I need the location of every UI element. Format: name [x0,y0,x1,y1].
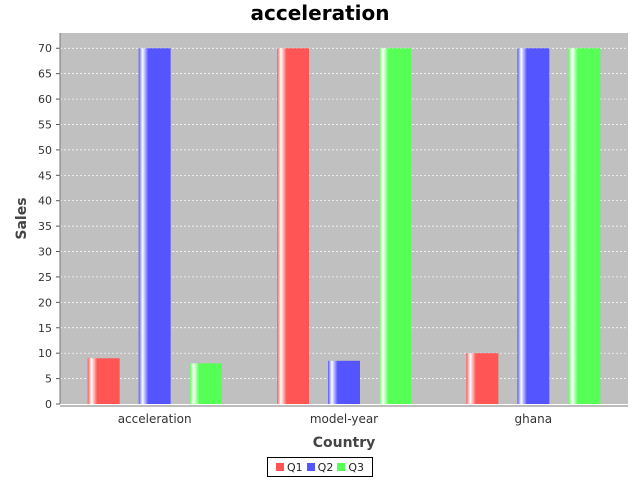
y-tick-label: 40 [38,195,52,208]
y-tick-label: 25 [38,271,52,284]
bar-q3 [568,48,601,404]
bar-q2 [138,48,171,404]
y-tick-label: 15 [38,322,52,335]
legend-label: Q2 [317,460,334,474]
bar-q3 [379,48,411,404]
y-tick-label: 20 [38,296,52,309]
bar-q2 [517,48,550,404]
bar-q1 [87,358,120,404]
y-tick-label: 0 [45,398,52,411]
x-tick-label: acceleration [118,412,192,426]
y-tick-label: 50 [38,144,52,157]
bar-q1 [466,353,499,404]
legend-item-q2: Q2 [306,460,334,474]
y-tick-label: 30 [38,246,52,259]
legend-label: Q3 [348,460,364,474]
x-axis-label: Country [313,435,376,451]
y-tick-label: 10 [38,347,52,360]
y-tick-label: 35 [38,220,52,233]
y-tick-label: 65 [38,68,52,81]
y-tick-label: 5 [45,373,52,386]
bar-q1 [277,48,309,404]
y-axis-label: Sales [14,197,30,239]
legend-item-q1: Q1 [275,460,303,474]
legend: Q1 Q2 Q3 [267,457,373,477]
legend-label: Q1 [286,460,303,474]
legend-swatch [337,463,346,471]
legend-swatch [306,463,315,471]
y-tick-label: 70 [38,42,52,55]
bar-q3 [189,363,222,404]
y-tick-label: 45 [38,169,52,182]
legend-item-q3: Q3 [337,461,364,474]
bar-q2 [328,360,360,404]
x-tick-label: ghana [515,412,553,426]
y-tick-label: 55 [38,118,52,131]
y-tick-label: 60 [38,93,52,106]
legend-swatch [275,463,284,471]
chart-title: acceleration [250,1,390,25]
x-tick-label: model-year [310,412,378,426]
